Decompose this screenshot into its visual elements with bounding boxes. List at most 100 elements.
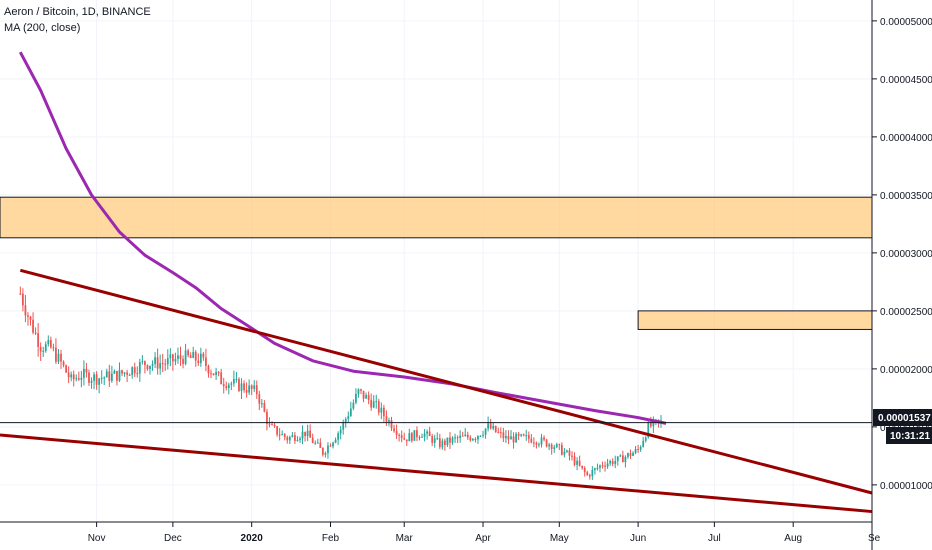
candle-body [629, 453, 632, 456]
ma-indicator-label[interactable]: MA (200, close) [4, 22, 81, 34]
current-price-badge [873, 409, 932, 426]
candle-body [156, 357, 159, 369]
ma-line [18, 51, 667, 425]
candle-body [309, 430, 312, 438]
candle-body [248, 385, 251, 393]
candle-body [461, 435, 464, 437]
candle-body [571, 455, 573, 457]
candle-body [217, 371, 220, 373]
time-axis[interactable]: Nov Dec 2020 Feb Mar Apr May Jun Jul Aug Se [88, 522, 881, 544]
candle-body [154, 357, 156, 364]
candle-body [65, 365, 67, 373]
symbol-title[interactable]: Aeron / Bitcoin, 1D, BINANCE [4, 6, 151, 18]
candle-body [614, 460, 617, 465]
candle-body [121, 370, 123, 374]
time-tick-label: 2020 [241, 533, 264, 544]
candle-body [296, 440, 299, 442]
candle-body [489, 423, 492, 429]
candle-body [421, 436, 423, 438]
candle-body [182, 358, 184, 364]
candle-body [215, 371, 217, 375]
candle-body [304, 431, 306, 437]
candle-body [639, 446, 642, 450]
time-tick-label: Jul [708, 533, 721, 544]
candle-body [548, 444, 551, 447]
candle-body [499, 432, 502, 434]
candle-body [316, 442, 319, 444]
candle-body [339, 429, 342, 434]
zones [0, 196, 873, 330]
candle-body [428, 431, 431, 437]
time-tick-label: Se [868, 533, 881, 544]
candle-body [535, 442, 538, 445]
candle-body [357, 389, 360, 394]
candle-body [311, 437, 314, 443]
candle-body [583, 467, 586, 473]
candle-body [177, 355, 179, 359]
candle-body [494, 425, 497, 433]
candle-body [85, 368, 88, 373]
candle-body [337, 433, 340, 440]
candle-body [32, 319, 34, 333]
candle-body [24, 305, 27, 316]
candle-body [141, 361, 144, 363]
candle-body [477, 435, 479, 440]
candle-body [77, 378, 80, 380]
candle-body [159, 363, 162, 369]
candle-body [497, 432, 500, 434]
candle-body [283, 434, 286, 438]
candle-body [581, 465, 584, 468]
candle-body [164, 363, 167, 365]
candle-body [199, 353, 202, 364]
candle-body [131, 367, 134, 376]
candle-body [405, 439, 408, 442]
countdown-badge [886, 427, 932, 444]
time-tick-label: Mar [396, 533, 414, 544]
candle-body [205, 357, 207, 366]
candle-body [487, 423, 490, 429]
candle-body [382, 407, 385, 417]
candle-body [110, 373, 113, 381]
candle-body [194, 351, 197, 361]
time-tick-label: May [550, 533, 569, 544]
candle-body [540, 437, 543, 445]
candle-body [527, 435, 530, 439]
candle-body [380, 407, 383, 413]
moving-average [18, 51, 667, 425]
candle-body [133, 367, 136, 374]
candle-body [151, 363, 154, 366]
candle-body [266, 411, 268, 424]
candle-body [365, 395, 367, 399]
price-tick-label: 0.00004500 [880, 75, 932, 86]
trendline [19, 268, 873, 495]
candle-body [344, 418, 347, 423]
candle-body [408, 433, 411, 442]
candle-body [37, 333, 40, 347]
candle-body [632, 452, 634, 456]
current-price-text: 0.00001537 [878, 413, 931, 424]
time-tick-label: Jun [630, 533, 646, 544]
candle-body [227, 384, 230, 389]
candle-body [398, 434, 401, 436]
candle-body [169, 354, 172, 359]
price-tick-label: 0.00003500 [880, 191, 932, 202]
candle-body [235, 379, 238, 381]
candle-body [355, 393, 357, 403]
candle-body [375, 401, 378, 403]
candle-body [149, 365, 151, 370]
candle-body [385, 416, 388, 422]
candle-body [179, 355, 182, 359]
candle-body [418, 437, 421, 439]
candle-body [222, 384, 225, 387]
candle-body [360, 389, 362, 391]
price-tick-label: 0.00002500 [880, 307, 932, 318]
candle-body [98, 378, 101, 385]
candle-body [210, 373, 212, 375]
time-tick-label: Dec [164, 533, 182, 544]
candle-body [451, 437, 454, 443]
candle-body [416, 430, 418, 438]
candle-body [192, 351, 195, 358]
candle-body [72, 374, 75, 380]
candle-body [47, 340, 50, 345]
